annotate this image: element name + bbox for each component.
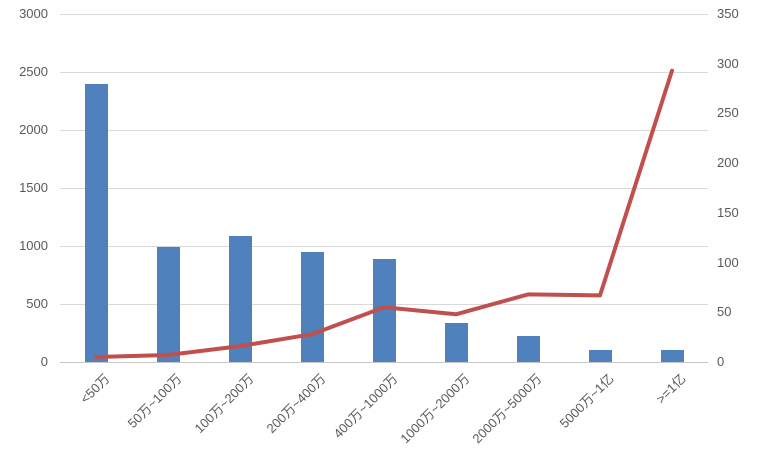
right-axis-tick: 350 [717,6,739,21]
line-series [94,68,674,359]
left-axis-tick: 1000 [19,238,48,253]
bar [372,258,396,362]
gridline [60,129,708,131]
right-axis-tick: 100 [717,254,739,270]
x-axis-label: <50万 [77,371,113,407]
bar [516,336,540,362]
bar [588,350,612,362]
right-axis-tick: 50 [717,304,732,320]
bar [228,235,252,362]
bar [156,247,180,362]
gridline [60,361,708,363]
right-axis-tick: 250 [717,105,739,121]
right-axis-tick: 150 [717,204,739,220]
left-axis-tick: 2500 [19,64,48,79]
right-axis-tick: 200 [717,155,739,171]
gridline [60,13,708,15]
left-axis-tick: 0 [40,354,48,369]
gridline [60,245,708,247]
left-axis-tick: 3000 [19,6,48,21]
left-axis-tick: 500 [26,296,48,311]
right-axis-tick: 0 [717,354,725,369]
left-axis-tick: 2000 [19,122,48,137]
left-axis-tick: 1500 [19,180,48,195]
gridline [60,71,708,73]
bar [660,350,684,362]
right-axis-tick: 300 [717,55,739,71]
plot-area [60,13,708,363]
bar [444,322,468,362]
gridline [60,187,708,189]
bar [84,83,108,362]
